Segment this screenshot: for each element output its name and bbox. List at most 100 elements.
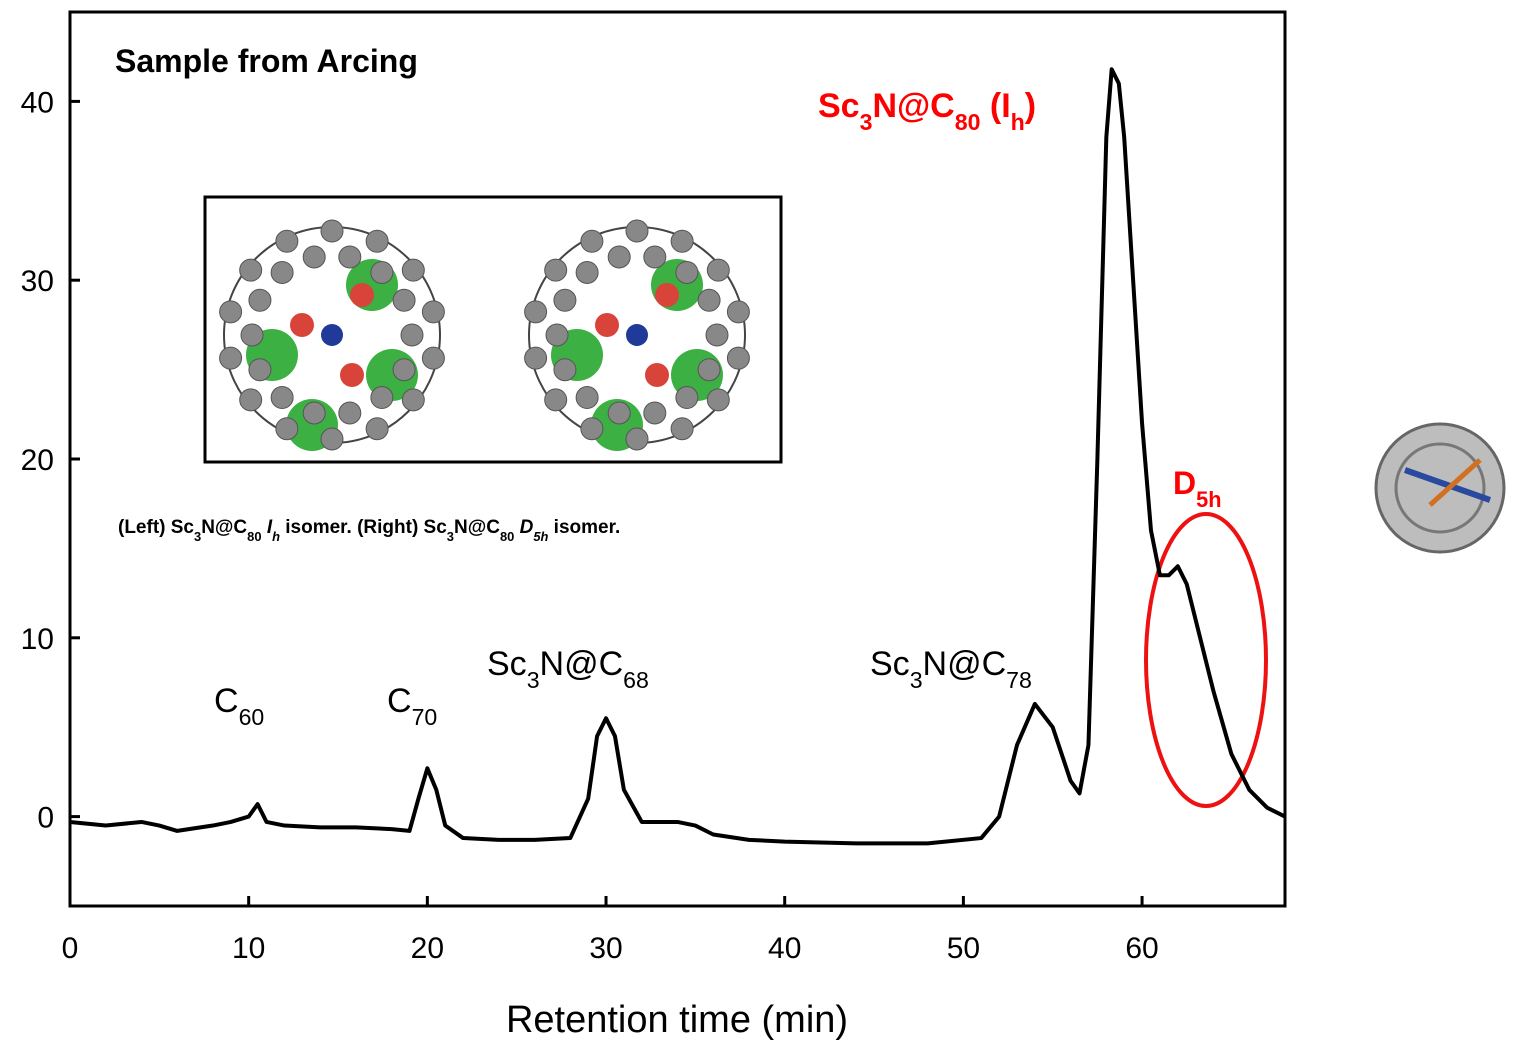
- atom: [576, 261, 598, 283]
- atom: [525, 347, 547, 369]
- atom: [422, 301, 444, 323]
- page: {"chart_data": { "type": "line", "title"…: [0, 0, 1520, 1042]
- atom: [707, 389, 729, 411]
- n-atom: [321, 324, 343, 346]
- annotation-part: ): [1025, 87, 1036, 125]
- annotation-part: 78: [1006, 667, 1032, 693]
- annotation-part: 70: [412, 704, 438, 730]
- atom: [249, 289, 271, 311]
- atom: [698, 289, 720, 311]
- atom: [676, 261, 698, 283]
- x-tick-label: 60: [1125, 932, 1158, 965]
- x-tick-label: 20: [411, 932, 444, 965]
- annotation-part: h: [1011, 109, 1025, 135]
- annotation-part: N@C: [201, 517, 247, 538]
- atom: [366, 418, 388, 440]
- annotation-part: 68: [623, 667, 649, 693]
- atom: [271, 261, 293, 283]
- n-atom: [626, 324, 648, 346]
- atom: [402, 389, 424, 411]
- annotation-part: Sc: [487, 645, 527, 683]
- atom: [371, 387, 393, 409]
- atom: [401, 324, 423, 346]
- atom: [671, 418, 693, 440]
- annotation-part: 5h: [533, 529, 548, 544]
- annotation-part: h: [272, 529, 280, 544]
- atom: [240, 389, 262, 411]
- atom: [671, 230, 693, 252]
- y-tick-label: 30: [21, 265, 54, 298]
- atom: [608, 246, 630, 268]
- annotation-part: C: [214, 682, 239, 720]
- atom: [393, 289, 415, 311]
- annotation-part: N@C: [872, 87, 954, 125]
- atom: [321, 220, 343, 242]
- annotation-part: D: [520, 517, 534, 538]
- x-tick-label: 10: [232, 932, 265, 965]
- annotation-part: 3: [447, 529, 454, 544]
- annotation-part: 80: [500, 529, 514, 544]
- inset-image: [205, 197, 781, 462]
- y-tick-label: 40: [21, 86, 54, 119]
- atom: [321, 428, 343, 450]
- atom: [393, 359, 415, 381]
- annotation-part: Sc: [818, 87, 860, 125]
- atom: [545, 389, 567, 411]
- atom: [546, 324, 568, 346]
- annotation-part: 3: [910, 667, 923, 693]
- atom: [644, 402, 666, 424]
- atom: [608, 402, 630, 424]
- atom: [727, 347, 749, 369]
- annotation-part: Sc: [870, 645, 910, 683]
- atom: [240, 259, 262, 281]
- atom: [727, 301, 749, 323]
- y-tick-label: 20: [21, 444, 54, 477]
- annotation: Sc3N@C80 (Ih): [818, 87, 1036, 135]
- atom: [554, 359, 576, 381]
- x-tick-label: 30: [589, 932, 622, 965]
- atom: [249, 359, 271, 381]
- annotation-part: 60: [239, 704, 265, 730]
- sc-atom: [645, 363, 669, 387]
- atom: [276, 230, 298, 252]
- annotation: D5h: [1173, 465, 1222, 512]
- x-tick-label: 50: [947, 932, 980, 965]
- atom: [626, 220, 648, 242]
- annotation-part: 80: [247, 529, 261, 544]
- atom: [402, 259, 424, 281]
- annotation-part: 3: [527, 667, 540, 693]
- atom: [220, 301, 242, 323]
- atom: [676, 387, 698, 409]
- atom: [371, 261, 393, 283]
- atom: [698, 359, 720, 381]
- atom: [339, 246, 361, 268]
- annotation: C60: [214, 682, 264, 730]
- annotation: C70: [387, 682, 437, 730]
- annotation: (Left) Sc3N@C80 Ih isomer. (Right) Sc3N@…: [118, 517, 620, 544]
- chart: Sample from Arcing Retention time (min) …: [0, 0, 1520, 1042]
- annotation-part: 5h: [1196, 487, 1221, 512]
- atom: [581, 418, 603, 440]
- atom: [554, 289, 576, 311]
- atom: [706, 324, 728, 346]
- atom: [545, 259, 567, 281]
- atom: [525, 301, 547, 323]
- atom: [220, 347, 242, 369]
- chart-title: Sample from Arcing: [115, 43, 418, 79]
- annotation-part: N@C: [540, 645, 624, 683]
- fullerene-icon: [1376, 424, 1504, 552]
- y-tick-label: 10: [21, 623, 54, 656]
- atom: [366, 230, 388, 252]
- annotation-part: N@C: [454, 517, 500, 538]
- atom: [276, 418, 298, 440]
- atom: [707, 259, 729, 281]
- annotation: Sc3N@C78: [870, 645, 1032, 693]
- annotation: Sc3N@C68: [487, 645, 649, 693]
- annotation-part: C: [387, 682, 412, 720]
- atom: [303, 402, 325, 424]
- annotation-part: (Left) Sc: [118, 517, 194, 538]
- sc-atom: [290, 313, 314, 337]
- atom: [339, 402, 361, 424]
- x-tick-label: 0: [62, 932, 79, 965]
- sc-atom: [655, 283, 679, 307]
